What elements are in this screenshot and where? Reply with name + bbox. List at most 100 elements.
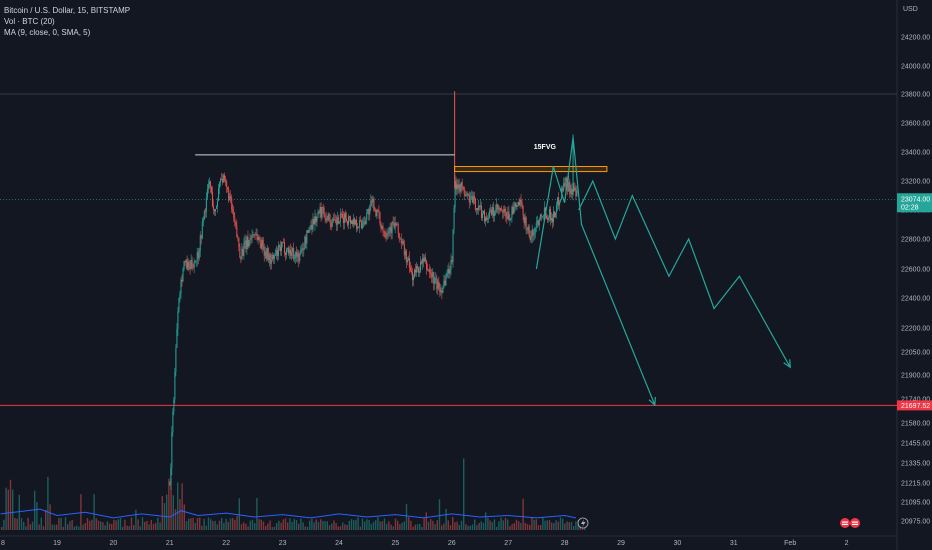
legend-ma[interactable]: MA (9, close, 0, SMA, 5) <box>4 28 91 37</box>
volume-bar <box>126 525 128 530</box>
volume-bar <box>403 521 405 530</box>
candle-body <box>508 211 510 221</box>
volume-bar <box>401 522 403 530</box>
candle-body <box>182 269 184 282</box>
price-tick-label: 21215.00 <box>901 481 930 488</box>
candle-body <box>562 188 564 191</box>
volume-bar <box>210 519 212 530</box>
candle-body <box>371 200 373 203</box>
event-flag-icon[interactable] <box>840 518 850 528</box>
candle-body <box>330 223 332 227</box>
volume-bar <box>480 521 482 530</box>
candle-body <box>335 220 337 225</box>
price-axis[interactable]: USD 24200.00 24000.00 23800.00 23600.00 23400… <box>901 6 930 526</box>
candle-body <box>268 254 270 260</box>
candle-body <box>437 281 439 290</box>
candle-body <box>391 222 393 233</box>
volume-bar <box>194 523 196 530</box>
candle-body <box>576 189 578 197</box>
legend-volume[interactable]: Vol · BTC (20) <box>4 17 55 26</box>
candle-body <box>377 210 379 212</box>
candle-body <box>522 206 524 216</box>
candle-body <box>568 181 570 192</box>
volume-bar <box>548 520 551 530</box>
candle-body <box>517 201 519 206</box>
volume-bar <box>53 524 56 530</box>
event-flag-stripe <box>842 523 848 525</box>
candle-body <box>375 209 377 217</box>
candle-body <box>243 242 245 256</box>
event-flag-icon[interactable] <box>850 518 860 528</box>
volume-bar <box>106 521 108 530</box>
candle-body <box>356 219 358 229</box>
volume-bar <box>49 504 51 530</box>
candle-body <box>449 269 451 274</box>
drawing-tools[interactable]: 15FVG <box>195 137 791 407</box>
volume-bar <box>405 504 408 530</box>
volume-bar <box>139 526 141 530</box>
volume-bar <box>31 521 34 530</box>
candle-body <box>255 234 257 235</box>
fvg-zone <box>454 166 608 173</box>
candle-body <box>451 260 453 262</box>
volume-bar <box>69 521 71 530</box>
candle-body <box>359 220 361 228</box>
grid <box>0 0 898 550</box>
candle-body <box>265 251 267 259</box>
volume-bar <box>254 523 256 530</box>
volume-bar <box>199 517 201 530</box>
candle-body <box>381 226 383 229</box>
candle-body <box>348 216 350 218</box>
legend-symbol[interactable]: Bitcoin / U.S. Dollar, 15, BITSTAMP <box>4 6 131 15</box>
candle-body <box>537 220 539 226</box>
volume-bar <box>471 524 474 530</box>
volume-bar <box>238 498 240 530</box>
volume-bar <box>511 523 513 530</box>
time-axis[interactable]: 8 19 20 21 22 23 24 25 26 27 28 29 30 31 Feb 2 <box>1 540 849 547</box>
candle-body <box>479 205 481 208</box>
candle-body <box>206 188 208 198</box>
volume-bar <box>14 517 16 530</box>
price-tick-label: 21900.00 <box>901 373 930 380</box>
candle-body <box>487 218 489 220</box>
candle-body <box>308 230 310 233</box>
volume-bar <box>267 523 269 530</box>
volume-bar <box>280 522 282 530</box>
volume-bar <box>47 476 49 530</box>
volume-bar <box>64 517 67 530</box>
volume-bar <box>306 526 309 530</box>
candle-body <box>280 242 282 252</box>
candle-body <box>193 262 195 268</box>
candle-body <box>261 239 263 249</box>
candle-body <box>176 329 178 348</box>
candle-body <box>380 223 382 229</box>
candle-body <box>286 248 288 255</box>
chart-icons[interactable] <box>577 517 860 529</box>
candle-body <box>224 175 226 181</box>
volume-bar <box>546 520 548 530</box>
candle-body <box>314 216 316 225</box>
candle-body <box>351 220 353 224</box>
candle-body <box>284 242 286 253</box>
volume-bar <box>36 502 38 530</box>
volume-bar <box>282 519 284 530</box>
candle-body <box>306 230 308 244</box>
candle-body <box>362 223 364 229</box>
volume-bar <box>524 522 526 530</box>
time-tick-label: 24 <box>335 540 343 547</box>
volume-bar <box>335 523 337 530</box>
candle-body <box>404 250 406 256</box>
volume-bar <box>537 525 540 530</box>
candle-body <box>494 211 496 217</box>
candle-body <box>511 207 513 219</box>
candle-body <box>399 238 401 240</box>
candle-body <box>228 189 230 201</box>
candle-body <box>470 196 472 197</box>
volume-bar <box>304 526 306 530</box>
volume-bar <box>245 523 247 530</box>
volume-bar <box>485 512 487 530</box>
volume-bar <box>430 519 432 530</box>
volume-bar <box>168 478 170 530</box>
candle-body <box>420 261 422 272</box>
